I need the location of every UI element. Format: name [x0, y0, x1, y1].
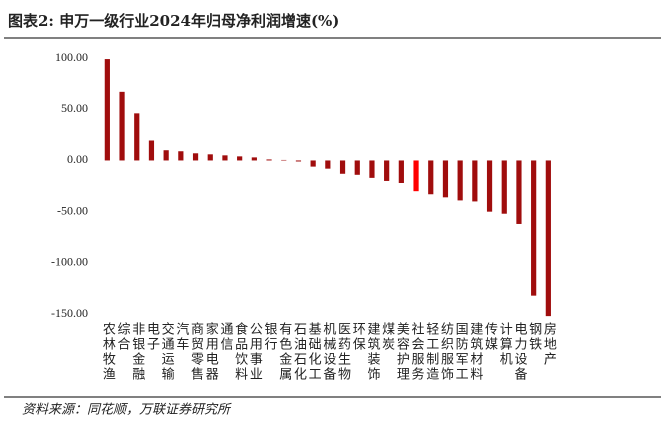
bar — [310, 160, 316, 167]
y-tick-label: -150.00 — [51, 306, 88, 320]
y-tick-label: -100.00 — [51, 255, 88, 269]
y-tick-label: 50.00 — [61, 101, 88, 115]
bar — [119, 91, 125, 161]
bar — [192, 153, 199, 161]
x-tick-label: 商贸零售 — [188, 322, 204, 382]
x-tick-label: 社会服务 — [409, 321, 425, 382]
x-tick-label: 纺织服饰 — [438, 322, 454, 382]
x-tick-label: 建筑装饰 — [364, 322, 380, 382]
x-tick-label: 家用电器 — [203, 321, 219, 382]
x-tick-label: 石油石化 — [291, 322, 307, 382]
bar — [178, 151, 184, 161]
bar — [516, 160, 522, 224]
bar — [134, 113, 140, 161]
x-tick-label: 轻工制造 — [423, 322, 439, 382]
x-tick-label: 医药生物 — [335, 322, 351, 382]
bar — [413, 160, 419, 192]
bar — [486, 160, 493, 212]
x-tick-label: 基础化工 — [306, 322, 322, 382]
x-tick-label: 银行 — [262, 322, 278, 352]
y-tick-label: 100.00 — [55, 50, 88, 64]
x-tick-label: 非银金融 — [129, 322, 145, 382]
x-tick-label: 建筑材料 — [467, 322, 483, 382]
bar — [266, 159, 272, 161]
x-tick-label: 钢铁 — [526, 322, 542, 352]
x-tick-label: 房地产 — [541, 321, 557, 367]
bar — [222, 155, 228, 161]
bar — [501, 160, 507, 214]
bar — [354, 160, 360, 175]
y-tick-label: -50.00 — [57, 203, 88, 217]
bar — [251, 157, 257, 161]
x-tick-label: 电力设备 — [511, 322, 527, 382]
bar — [369, 160, 375, 178]
bar — [442, 160, 449, 198]
x-tick-label: 机械设备 — [320, 322, 336, 382]
bar — [428, 160, 434, 195]
bar — [384, 160, 390, 181]
x-tick-label: 交通运输 — [159, 321, 175, 382]
bar — [325, 160, 331, 169]
bar — [104, 59, 110, 161]
x-tick-label: 汽车 — [173, 322, 189, 352]
x-tick-label: 传媒 — [482, 322, 498, 352]
bar — [457, 160, 463, 201]
x-tick-label: 国防军工 — [453, 322, 469, 382]
bar — [237, 156, 243, 161]
bar — [163, 150, 169, 161]
y-tick-label: 0.00 — [67, 152, 88, 166]
bar — [398, 160, 404, 183]
bar — [545, 160, 551, 317]
x-tick-label: 综合 — [115, 322, 131, 352]
source-note: 资料来源：同花顺，万联证券研究所 — [22, 402, 232, 418]
bar — [295, 160, 302, 162]
bar — [531, 160, 537, 296]
x-tick-label: 美容护理 — [394, 322, 410, 382]
x-tick-label: 通信 — [217, 322, 233, 352]
x-tick-label: 公用事业 — [247, 322, 263, 382]
bar — [207, 154, 213, 161]
bar — [472, 160, 478, 202]
bar — [339, 160, 346, 174]
x-tick-label: 食品饮料 — [232, 321, 248, 382]
x-tick-label: 环保 — [350, 322, 366, 352]
x-tick-label: 农林牧渔 — [100, 322, 116, 382]
x-tick-label: 电子 — [144, 322, 160, 352]
bar — [148, 140, 155, 161]
x-tick-label: 计算机 — [497, 322, 513, 367]
chart-title: 图表2: 申万一级行业2024年归母净利润增速(%) — [8, 12, 339, 30]
x-tick-label: 有色金属 — [276, 322, 292, 382]
x-tick-label: 煤炭 — [379, 322, 395, 352]
bar — [281, 159, 287, 161]
